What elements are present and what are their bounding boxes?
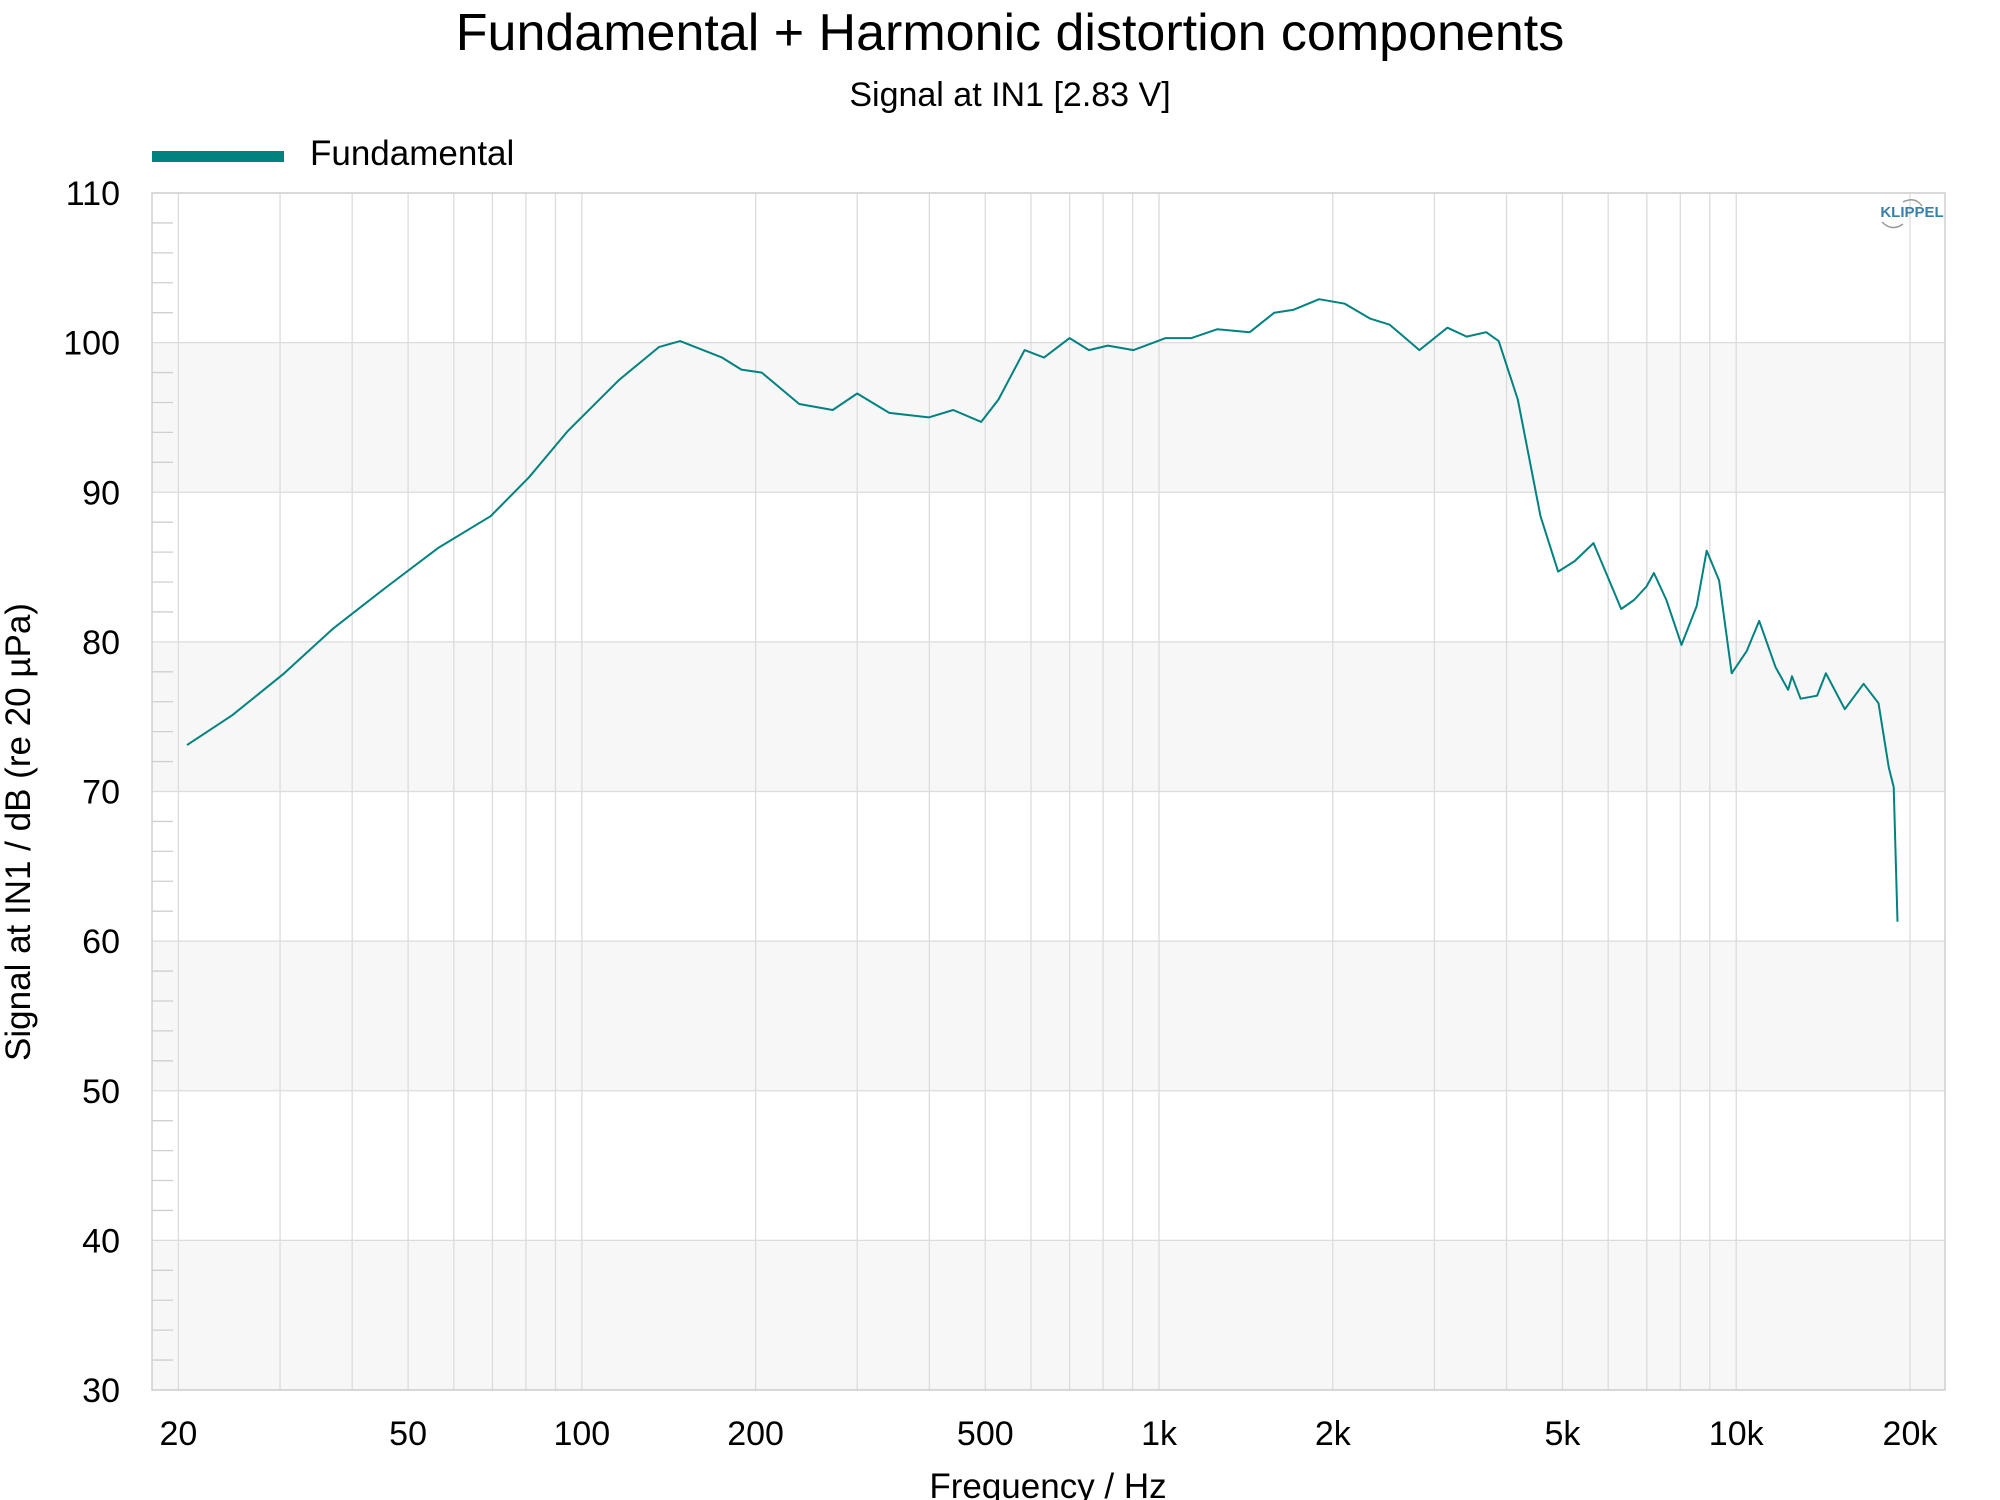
y-tick-label: 100 xyxy=(63,325,120,363)
klippel-logo-arc-top xyxy=(1902,199,1923,207)
y-tick-label: 40 xyxy=(82,1222,120,1260)
chart-title: Fundamental + Harmonic distortion compon… xyxy=(456,4,1564,62)
y-tick-label: 80 xyxy=(82,624,120,662)
y-tick-label: 60 xyxy=(82,923,120,961)
background-band xyxy=(152,941,1945,1091)
legend: Fundamental xyxy=(152,134,514,173)
x-tick-label: 10k xyxy=(1709,1415,1765,1453)
x-tick-label: 1k xyxy=(1141,1415,1178,1453)
klippel-logo-arc-bottom xyxy=(1881,221,1904,229)
x-axis-label: Frequency / Hz xyxy=(929,1467,1166,1500)
klippel-logo-text: KLIPPEL xyxy=(1880,204,1943,221)
x-tick-label: 5k xyxy=(1545,1415,1582,1453)
series-line-fundamental xyxy=(186,298,1899,922)
x-tick-label: 20k xyxy=(1883,1415,1939,1453)
y-tick-label: 110 xyxy=(66,175,120,213)
x-tick-label: 2k xyxy=(1315,1415,1352,1453)
background-band xyxy=(152,342,1945,493)
plot-frame xyxy=(151,192,1946,1391)
y-tick-label: 70 xyxy=(82,774,120,812)
legend-swatch-fundamental xyxy=(152,151,284,162)
y-tick-label: 50 xyxy=(82,1073,120,1111)
series-layer xyxy=(186,298,1899,922)
x-tick-label: 50 xyxy=(389,1415,427,1453)
y-axis-label: Signal at IN1 / dB (re 20 µPa) xyxy=(0,603,38,1061)
legend-label-fundamental: Fundamental xyxy=(310,134,514,173)
background-band xyxy=(152,641,1945,792)
x-axis: 20 50 100 200 500 1k 2k 5k 10k 20k xyxy=(159,1415,1938,1453)
x-tick-label: 200 xyxy=(727,1415,784,1453)
background-band xyxy=(152,1240,1945,1390)
klippel-logo: KLIPPEL xyxy=(1880,199,1944,229)
x-tick-label: 500 xyxy=(957,1415,1014,1453)
x-tick-label: 20 xyxy=(159,1415,197,1453)
plot-background xyxy=(152,342,1945,1390)
y-tick-label: 30 xyxy=(82,1372,120,1410)
chart-subtitle: Signal at IN1 [2.83 V] xyxy=(849,76,1170,114)
x-tick-label: 100 xyxy=(553,1415,610,1453)
y-tick-label: 90 xyxy=(82,474,120,512)
y-axis: 30 40 50 60 70 80 90 100 110 xyxy=(63,175,173,1410)
